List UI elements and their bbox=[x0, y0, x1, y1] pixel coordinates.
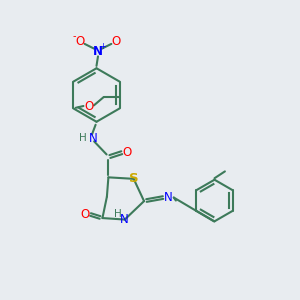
Text: H: H bbox=[114, 208, 122, 219]
Text: O: O bbox=[75, 35, 84, 48]
Text: -: - bbox=[73, 32, 76, 41]
Text: O: O bbox=[112, 35, 121, 48]
Text: O: O bbox=[81, 208, 90, 221]
Text: H: H bbox=[79, 134, 87, 143]
Text: +: + bbox=[99, 42, 106, 51]
Text: O: O bbox=[122, 146, 131, 159]
Text: N: N bbox=[93, 44, 103, 58]
Text: N: N bbox=[120, 213, 129, 226]
Text: S: S bbox=[129, 172, 139, 185]
Text: N: N bbox=[164, 191, 173, 204]
Text: N: N bbox=[88, 132, 97, 145]
Text: O: O bbox=[84, 100, 93, 112]
